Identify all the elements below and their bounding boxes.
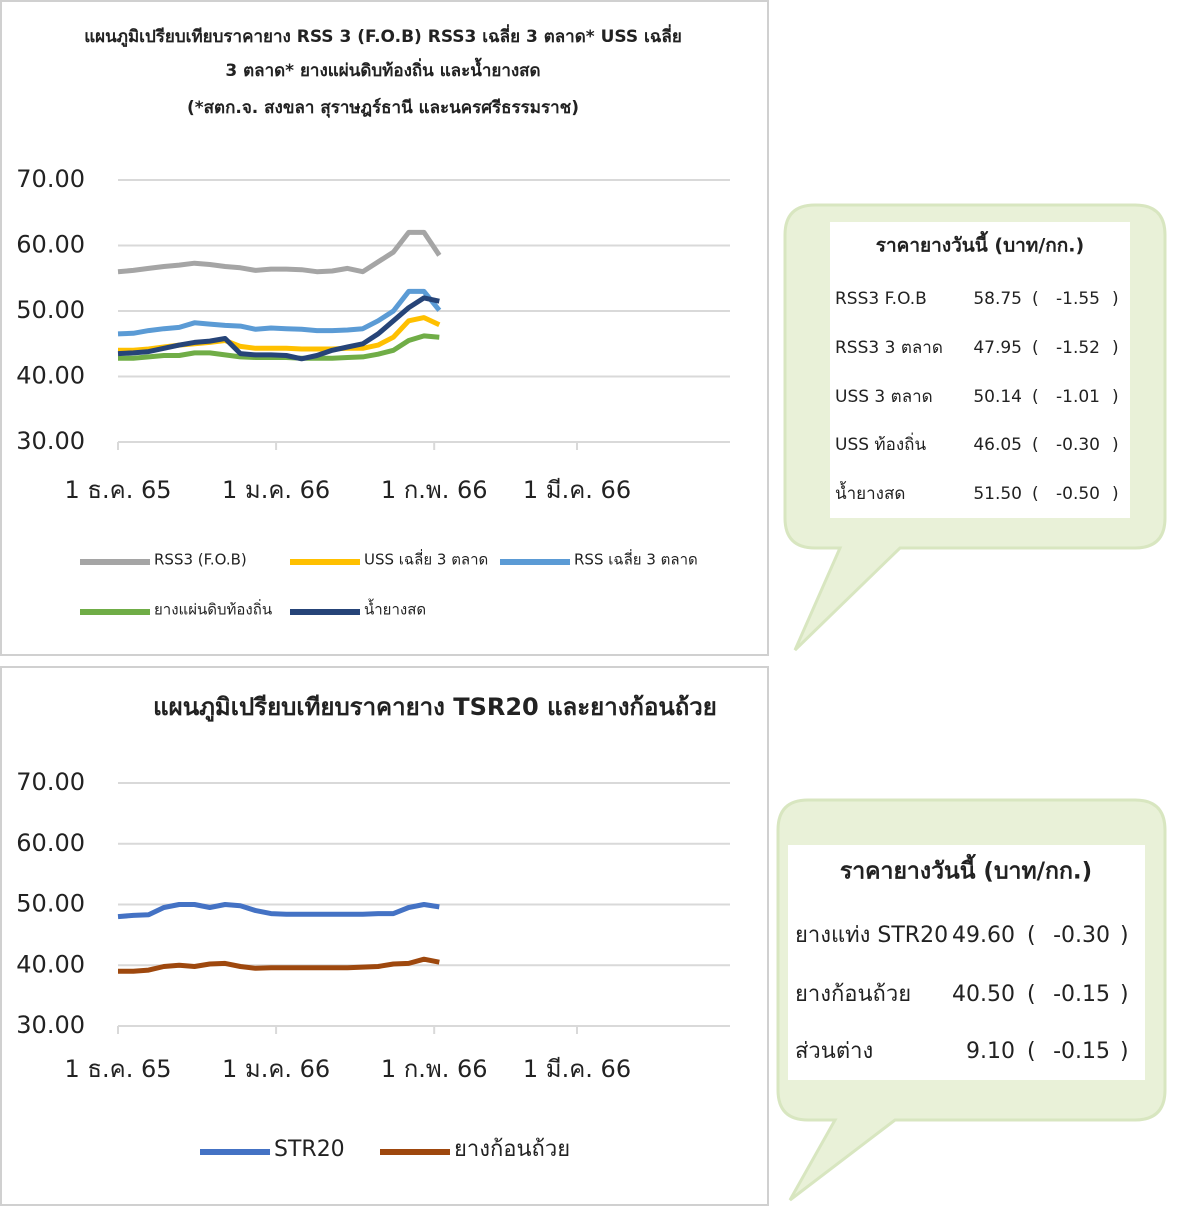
row-value: 51.50 — [973, 484, 1022, 504]
chart-title: 3 ตลาด* ยางแผ่นดิบท้องถิ่น และน้ำยางสด — [225, 57, 540, 81]
y-tick-label: 70.00 — [16, 768, 85, 796]
paren: ) — [1112, 435, 1119, 455]
y-tick-label: 60.00 — [16, 829, 85, 857]
paren: ) — [1120, 982, 1129, 1007]
y-tick-label: 40.00 — [16, 950, 85, 978]
x-tick-label: 1 ก.พ. 66 — [381, 1055, 488, 1083]
legend-label: ยางก้อนถ้วย — [454, 1137, 570, 1162]
row-value: 47.95 — [973, 338, 1022, 358]
x-tick-label: 1 ธ.ค. 65 — [64, 1055, 171, 1083]
row-change: -1.55 — [1056, 289, 1100, 309]
x-tick-label: 1 ธ.ค. 65 — [64, 476, 171, 504]
chart-title: แผนภูมิเปรียบเทียบราคายาง RSS 3 (F.O.B) … — [84, 24, 682, 48]
series-line — [117, 229, 442, 275]
y-tick-label: 30.00 — [16, 1011, 85, 1039]
paren: ( — [1027, 982, 1036, 1007]
legend-label: RSS เฉลี่ย 3 ตลาด — [574, 549, 698, 569]
row-change: -0.15 — [1053, 982, 1110, 1007]
row-change: -0.15 — [1053, 1039, 1110, 1064]
row-value: 46.05 — [973, 435, 1022, 455]
paren: ( — [1032, 289, 1039, 309]
paren: ( — [1032, 435, 1039, 455]
series-line — [117, 288, 442, 337]
paren: ( — [1032, 484, 1039, 504]
row-change: -0.30 — [1053, 923, 1110, 948]
x-tick-label: 1 มี.ค. 66 — [523, 1055, 631, 1083]
row-name: น้ำยางสด — [835, 481, 905, 504]
row-value: 49.60 — [952, 923, 1015, 948]
row-name: ส่วนต่าง — [795, 1039, 873, 1064]
row-change: -0.30 — [1056, 435, 1100, 455]
row-value: 58.75 — [973, 289, 1022, 309]
legend-label: RSS3 (F.O.B) — [154, 551, 247, 569]
price-table-title: ราคายางวันนี้ (บาท/กก.) — [876, 231, 1084, 257]
x-tick-label: 1 ม.ค. 66 — [222, 1055, 330, 1083]
panel — [0, 666, 769, 1206]
row-change: -0.50 — [1056, 484, 1100, 504]
price-table — [788, 845, 1145, 1080]
paren: ) — [1112, 289, 1119, 309]
chart-title: แผนภูมิเปรียบเทียบราคายาง TSR20 และยางก้… — [153, 693, 717, 722]
series-line — [117, 902, 440, 920]
y-tick-label: 60.00 — [16, 231, 85, 259]
x-tick-label: 1 ก.พ. 66 — [381, 476, 488, 504]
row-value: 40.50 — [952, 982, 1015, 1007]
paren: ( — [1027, 923, 1036, 948]
paren: ) — [1120, 1039, 1129, 1064]
y-tick-label: 70.00 — [16, 165, 85, 193]
series-line — [118, 956, 440, 974]
y-tick-label: 50.00 — [16, 890, 85, 918]
price-table — [830, 222, 1130, 518]
price-table-title: ราคายางวันนี้ (บาท/กก.) — [840, 854, 1092, 885]
row-value: 9.10 — [966, 1039, 1015, 1064]
row-change: -1.01 — [1056, 387, 1100, 407]
paren: ) — [1112, 484, 1119, 504]
row-name: ยางก้อนถ้วย — [795, 982, 911, 1007]
paren: ( — [1027, 1039, 1036, 1064]
row-value: 50.14 — [973, 387, 1022, 407]
legend-label: น้ำยางสด — [364, 599, 426, 619]
row-name: RSS3 3 ตลาด — [835, 338, 943, 358]
row-name: USS ท้องถิ่น — [835, 432, 926, 455]
paren: ( — [1032, 387, 1039, 407]
legend-label: ยางแผ่นดิบท้องถิ่น — [154, 599, 272, 619]
paren: ) — [1112, 338, 1119, 358]
paren: ) — [1112, 387, 1119, 407]
row-change: -1.52 — [1056, 338, 1100, 358]
row-name: RSS3 F.O.B — [835, 289, 927, 309]
x-tick-label: 1 มี.ค. 66 — [523, 476, 631, 504]
series-line — [117, 295, 440, 362]
y-tick-label: 50.00 — [16, 296, 85, 324]
y-tick-label: 40.00 — [16, 362, 85, 390]
row-name: USS 3 ตลาด — [835, 387, 933, 407]
y-tick-label: 30.00 — [16, 427, 85, 455]
x-tick-label: 1 ม.ค. 66 — [222, 476, 330, 504]
legend-label: STR20 — [274, 1137, 345, 1162]
row-name: ยางแท่ง STR20 — [795, 923, 948, 948]
paren: ( — [1032, 338, 1039, 358]
legend-label: USS เฉลี่ย 3 ตลาด — [364, 549, 488, 569]
chart-title: (*สตก.จ. สงขลา สุราษฎร์ธานี และนครศรีธรร… — [187, 97, 579, 118]
paren: ) — [1120, 923, 1129, 948]
